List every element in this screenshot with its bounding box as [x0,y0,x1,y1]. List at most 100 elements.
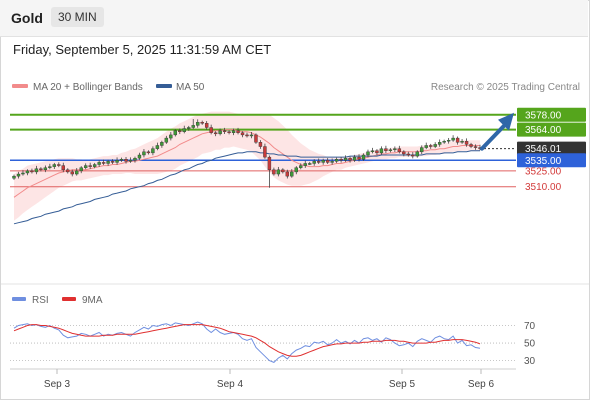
candle [437,139,442,147]
level-label-box [517,153,586,168]
rsi-legend-swatch [12,297,26,301]
candle [169,132,173,141]
rsi-9ma-line [13,324,481,357]
candle [388,148,393,153]
forecast-arrow-shaft [480,122,507,151]
rsi-panel: 70 50 30 [10,321,536,367]
ma50-line [13,150,480,225]
candle [379,146,384,155]
candle [402,150,406,157]
candle [92,162,97,169]
candle [455,136,460,145]
candle [196,119,200,128]
level-label-box [517,107,586,122]
candle [209,124,213,135]
x-tick-label: Sep 3 [44,379,71,390]
candle [245,132,249,138]
level-label-pivot: 3535.00 [525,156,562,167]
candle [110,159,115,164]
ma20-legend-swatch [12,84,28,88]
candle [200,120,204,125]
candle [231,128,236,136]
candle [254,133,258,144]
candle [366,149,370,158]
candle [370,147,375,154]
candle [133,156,137,163]
candle [128,157,133,163]
ma9-legend-swatch [62,297,76,301]
candle [276,166,281,177]
ma9-legend-label: 9MA [82,295,103,306]
candle [415,150,419,158]
candle [267,155,272,188]
rsi-line [13,321,481,363]
chart-datetime: Friday, September 5, 2025 11:31:59 AM CE… [13,42,272,57]
candle [473,144,478,150]
bollinger-band-layer [14,111,480,221]
candle [312,159,316,166]
candle [249,132,254,139]
candle [420,145,424,155]
x-axis: Sep 3 Sep 4 Sep 5 Sep 6 [44,369,495,390]
candle [240,131,245,138]
candle [433,142,437,149]
candle [411,152,415,159]
bollinger-band [14,111,480,221]
candle [191,119,195,130]
candle [146,150,151,155]
candle [160,140,164,148]
candle [137,152,142,160]
candle [182,125,186,134]
candle [272,167,276,176]
candle [464,138,469,147]
candle [263,143,267,159]
candle [290,169,294,178]
candle [142,148,146,158]
candle [124,157,128,164]
candle [424,142,428,150]
candle [83,163,88,170]
candle [321,158,325,165]
candle [97,160,101,167]
candle [25,169,30,176]
rsi-tick-label: 50 [524,339,536,350]
candle [173,129,178,137]
candle [469,142,473,149]
candle [308,161,312,166]
ma50-legend-swatch [156,84,172,88]
level-label-target: 3578.00 [525,110,562,121]
candle [330,158,334,165]
candle [151,146,155,156]
candle [361,153,366,161]
candle [218,128,222,136]
candle [164,135,169,144]
level-label-target: 3564.00 [525,125,562,136]
level-label-last: 3546.01 [525,144,562,155]
candle [348,156,352,163]
level-label-support: 3510.00 [525,182,562,193]
candle [393,146,397,153]
candle [397,145,402,154]
candle [39,167,43,172]
candle [155,142,160,151]
candle [446,137,451,144]
x-tick-label: Sep 5 [389,379,416,390]
copyright-note: Research © 2025 Trading Central [431,82,580,93]
candle [12,174,16,180]
candle [115,157,119,165]
candle [66,168,70,174]
candle [21,170,25,176]
candle [75,168,79,176]
candle [48,163,52,170]
candlestick-layer [12,119,482,188]
candle [119,157,124,162]
candle [281,168,285,174]
candle [34,165,39,175]
level-lines-layer [10,113,516,188]
candle [61,162,65,173]
candle [375,149,379,156]
candle [334,157,339,163]
ma50-legend-label: MA 50 [176,82,205,93]
timeframe-badge[interactable]: 30 MIN [51,7,104,27]
